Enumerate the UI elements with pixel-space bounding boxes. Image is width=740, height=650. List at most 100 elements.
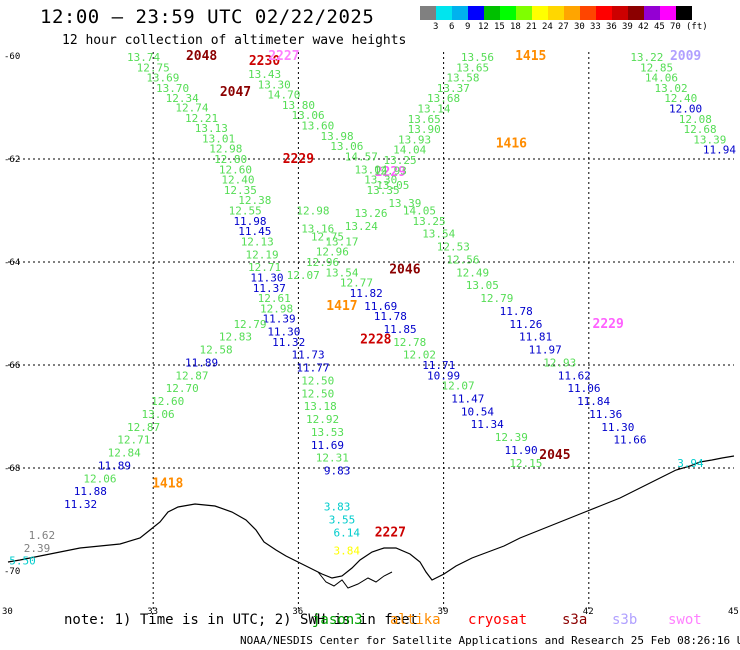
colorbar	[420, 6, 692, 20]
wave-height-value: 12.38	[238, 194, 271, 207]
lat-tick-label: -70	[4, 567, 20, 577]
page-subtitle: 12 hour collection of altimeter wave hei…	[62, 33, 407, 48]
wave-height-value: 12.98	[260, 302, 293, 315]
wave-height-value: 12.50	[301, 387, 334, 400]
wave-height-value: 3.55	[329, 514, 356, 527]
wave-height-value: 11.69	[364, 300, 397, 313]
wave-height-value: 11.66	[613, 434, 646, 447]
colorbar-tick-label: 42	[638, 22, 649, 32]
wave-height-value: 13.54	[325, 266, 358, 279]
pass-time-label: 2046	[389, 263, 420, 278]
wave-height-value: 11.45	[238, 225, 271, 238]
wave-height-value: 11.97	[529, 344, 562, 357]
pass-time-label: 2009	[670, 49, 701, 64]
wave-height-value: 13.70	[156, 82, 189, 95]
pass-time-label: 1416	[496, 137, 527, 152]
wave-height-value: 12.15	[509, 457, 542, 470]
pass-time-label: 1415	[515, 49, 546, 64]
wave-height-value: 11.26	[509, 318, 542, 331]
wave-height-value: 12.98	[296, 205, 329, 218]
lon-tick-label: 36	[292, 607, 303, 617]
wave-height-value: 12.02	[403, 349, 436, 362]
colorbar-tick-label: 9	[465, 22, 471, 32]
wave-height-value: 10.54	[461, 405, 494, 418]
wave-height-value: 12.07	[287, 269, 320, 282]
wave-height-value: 13.69	[146, 72, 179, 85]
wave-height-value: 11.69	[311, 439, 344, 452]
colorbar-tick-label: 3	[433, 22, 439, 32]
wave-height-value: 12.78	[393, 336, 426, 349]
wave-height-value: 12.55	[229, 205, 262, 218]
wave-height-value: 12.50	[301, 374, 334, 387]
pass-time-label: 2048	[186, 49, 217, 64]
wave-height-value: 13.05	[466, 279, 499, 292]
legend-cryosat: cryosat	[468, 612, 528, 628]
wave-height-value: 13.39	[388, 197, 421, 210]
wave-height-value: 13.06	[141, 408, 174, 421]
wave-height-value: 13.25	[413, 215, 446, 228]
wave-height-value: 11.77	[296, 362, 329, 375]
wave-height-value: 11.32	[272, 336, 305, 349]
wave-height-value: 12.31	[316, 452, 349, 465]
wave-height-value: 12.93	[374, 164, 407, 177]
wave-height-value: 12.07	[442, 380, 475, 393]
lat-tick-label: -64	[4, 258, 20, 268]
wave-height-value: 3.83	[324, 501, 351, 514]
pass-time-label: 2228	[360, 332, 391, 347]
wave-height-value: 12.40	[221, 174, 254, 187]
wave-height-value: 12.49	[456, 266, 489, 279]
wave-height-value: 13.80	[282, 99, 315, 112]
colorbar-swatch	[644, 6, 660, 20]
colorbar-tick-label: 6	[449, 22, 455, 32]
wave-height-value: 13.56	[461, 51, 494, 64]
colorbar-swatch	[452, 6, 468, 20]
wave-height-value: 14.05	[403, 205, 436, 218]
wave-height-value: 14.57	[345, 150, 378, 163]
wave-height-value: 13.02	[655, 82, 688, 95]
wave-height-value: 11.84	[577, 395, 610, 408]
wave-height-value: 11.81	[519, 331, 552, 344]
lon-tick-label: 39	[438, 607, 449, 617]
colorbar-swatch	[420, 6, 436, 20]
legend-altika: altika	[390, 612, 441, 628]
wave-height-value: 12.40	[664, 92, 697, 105]
wave-height-value: 13.30	[364, 174, 397, 187]
wave-height-value: 13.39	[693, 133, 726, 146]
wave-height-value: 13.24	[345, 220, 378, 233]
wave-height-value: 13.37	[437, 82, 470, 95]
wave-height-value: 13.98	[321, 130, 354, 143]
wave-height-value: 12.53	[437, 241, 470, 254]
wave-height-value: 13.18	[304, 400, 337, 413]
wave-height-value: 13.65	[456, 61, 489, 74]
wave-height-value: 9.83	[324, 465, 351, 478]
colorbar-swatch	[596, 6, 612, 20]
lat-tick-label: -62	[4, 155, 20, 165]
wave-height-value: 14.04	[393, 144, 426, 157]
wave-height-value: 12.96	[306, 256, 339, 269]
wave-height-value: 11.82	[350, 287, 383, 300]
colorbar-swatch	[612, 6, 628, 20]
colorbar-tick-label: 36	[606, 22, 617, 32]
wave-height-value: 11.90	[504, 444, 537, 457]
wave-height-value: 12.92	[306, 413, 339, 426]
wave-height-value: 14.70	[267, 89, 300, 102]
wave-height-value: 13.58	[446, 72, 479, 85]
wave-height-value: 13.22	[630, 51, 663, 64]
wave-height-value: 13.54	[422, 228, 455, 241]
wave-height-value: 13.68	[427, 92, 460, 105]
pass-time-label: 1418	[152, 476, 183, 491]
wave-height-value: 11.06	[567, 382, 600, 395]
pass-time-label: 2230	[249, 54, 280, 69]
wave-height-value: 13.26	[354, 207, 387, 220]
pass-time-label: 1417	[326, 299, 357, 314]
wave-height-value: 12.00	[669, 103, 702, 116]
wave-height-value: 12.71	[117, 434, 150, 447]
colorbar-tick-label: 24	[542, 22, 553, 32]
wave-height-value: 6.14	[334, 526, 361, 539]
legend-swot: swot	[668, 612, 702, 628]
wave-height-value: 12.79	[480, 292, 513, 305]
colorbar-swatch	[500, 6, 516, 20]
lat-tick-label: -66	[4, 361, 20, 371]
wave-height-value: 11.73	[292, 349, 325, 362]
wave-height-value: 13.65	[408, 113, 441, 126]
